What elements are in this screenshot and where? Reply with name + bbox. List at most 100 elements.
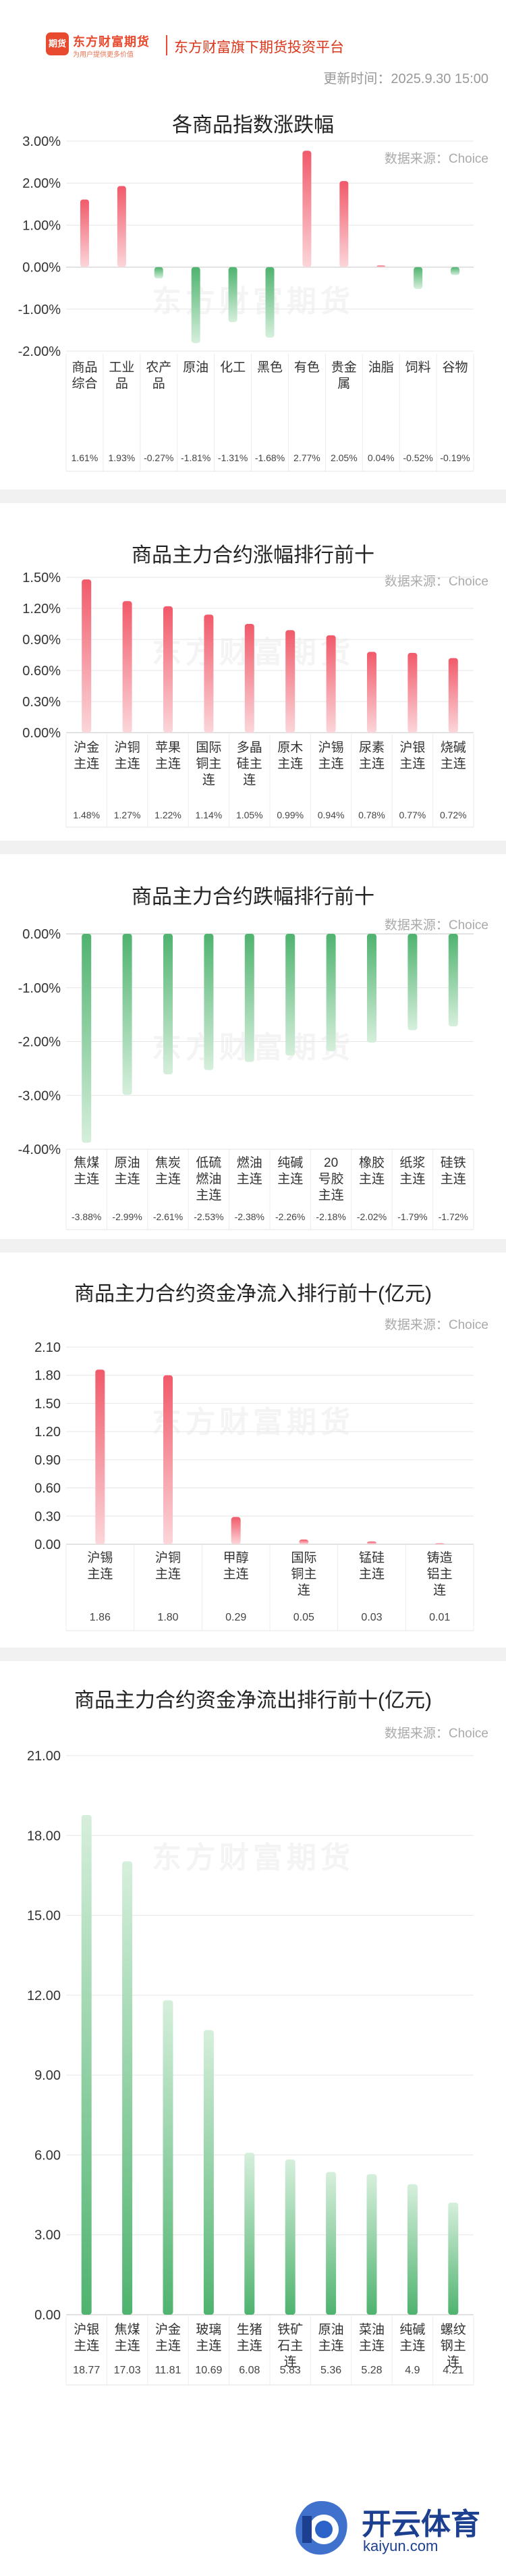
data-label: -2.38% bbox=[235, 1211, 264, 1222]
category-label: 燃油主连 bbox=[237, 1155, 262, 1186]
bar bbox=[265, 267, 275, 338]
data-label: 1.48% bbox=[73, 810, 100, 820]
data-label: 1.86 bbox=[90, 1612, 111, 1623]
category-label: 苹果主连 bbox=[155, 740, 181, 771]
bar bbox=[448, 2203, 459, 2315]
category-label: 铁矿石主连 bbox=[277, 2322, 303, 2369]
category-label: 国际铜主连 bbox=[196, 740, 221, 787]
y-tick-label: -2.00% bbox=[18, 1035, 61, 1050]
brand-name: 东方财富期货 bbox=[73, 35, 150, 49]
y-tick-label: 1.50% bbox=[22, 571, 61, 585]
data-label: 1.22% bbox=[154, 810, 181, 820]
bar bbox=[367, 934, 376, 1043]
y-tick-label: -2.00% bbox=[18, 344, 61, 359]
data-label: 1.27% bbox=[114, 810, 141, 820]
data-label: 0.77% bbox=[399, 810, 426, 820]
y-tick-label: 1.50 bbox=[34, 1396, 61, 1411]
category-label: 沪银主连 bbox=[74, 2322, 99, 2353]
bar bbox=[228, 267, 237, 323]
category-label: 硅铁主连 bbox=[441, 1155, 466, 1186]
data-source: 数据来源：Choice bbox=[384, 1727, 488, 1741]
bar bbox=[451, 267, 460, 275]
chart-title: 各商品指数涨跌幅 bbox=[172, 114, 334, 136]
data-source: 数据来源：Choice bbox=[384, 152, 488, 166]
site-logo-url: kaiyun.com bbox=[363, 2538, 439, 2554]
y-tick-label: 21.00 bbox=[27, 1749, 61, 1764]
y-tick-label: 2.10 bbox=[34, 1340, 61, 1355]
data-source: 数据来源：Choice bbox=[384, 575, 488, 589]
y-tick-label: 1.20 bbox=[34, 1425, 61, 1440]
bar bbox=[231, 1517, 241, 1544]
chart-title: 商品主力合约资金净流出排行前十(亿元) bbox=[74, 1689, 432, 1712]
data-label: 17.03 bbox=[114, 2365, 141, 2376]
category-label: 菜油主连 bbox=[359, 2322, 385, 2353]
bar bbox=[367, 652, 376, 733]
site-logo: 开云体育 kaiyun.com bbox=[289, 2492, 491, 2566]
category-label: 焦炭主连 bbox=[155, 1155, 181, 1186]
bar bbox=[244, 2153, 255, 2315]
data-label: 11.81 bbox=[155, 2365, 181, 2376]
data-label: -0.52% bbox=[403, 452, 432, 463]
y-tick-label: -3.00% bbox=[18, 1088, 61, 1103]
data-label: -3.88% bbox=[72, 1211, 101, 1222]
y-tick-label: -4.00% bbox=[18, 1142, 61, 1157]
data-label: 1.93% bbox=[109, 452, 136, 463]
chart-card-net-inflow: 商品主力合约资金净流入排行前十(亿元) 数据来源：Choice 东方财富期货 2… bbox=[0, 1253, 506, 1648]
bar bbox=[244, 624, 254, 733]
bar bbox=[122, 1861, 133, 2315]
bar bbox=[163, 934, 173, 1075]
category-label: 有色 bbox=[294, 360, 320, 375]
watermark: 东方财富期货 bbox=[152, 285, 354, 318]
data-label: 4.9 bbox=[405, 2365, 420, 2376]
category-label: 生猪主连 bbox=[237, 2322, 262, 2353]
category-label: 化工 bbox=[220, 360, 246, 375]
data-label: 1.14% bbox=[196, 810, 223, 820]
bar bbox=[339, 181, 349, 267]
update-time: 更新时间：2025.9.30 15:00 bbox=[323, 72, 488, 86]
header-divider bbox=[166, 35, 167, 55]
chart-card-top-losers: 商品主力合约跌幅排行前十 数据来源：Choice 东方财富期货 0.00%-1.… bbox=[0, 854, 506, 1239]
data-source: 数据来源：Choice bbox=[384, 1318, 488, 1332]
bar bbox=[285, 934, 296, 1056]
y-tick-label: 0.60 bbox=[34, 1481, 61, 1496]
category-label: 原油 bbox=[183, 360, 208, 375]
y-tick-label: 18.00 bbox=[27, 1829, 61, 1843]
category-label: 黑色 bbox=[257, 360, 283, 375]
y-tick-label: 0.00% bbox=[22, 261, 61, 275]
bar bbox=[407, 2184, 418, 2315]
data-source: 数据来源：Choice bbox=[384, 918, 488, 932]
bar bbox=[326, 635, 336, 733]
data-label: -0.27% bbox=[144, 452, 173, 463]
category-label: 沪金主连 bbox=[155, 2322, 181, 2353]
bar bbox=[367, 1541, 376, 1544]
data-label: -1.79% bbox=[397, 1211, 427, 1222]
category-label: 饲料 bbox=[405, 360, 431, 375]
bar bbox=[326, 2172, 337, 2315]
category-label: 低硫燃油主连 bbox=[196, 1155, 221, 1203]
category-label: 锰硅主连 bbox=[359, 1550, 385, 1581]
category-label: 原油主连 bbox=[318, 2322, 344, 2353]
chart-title: 商品主力合约资金净流入排行前十(亿元) bbox=[74, 1283, 432, 1305]
bar bbox=[82, 934, 92, 1143]
data-label: -2.02% bbox=[357, 1211, 387, 1222]
bar bbox=[163, 606, 173, 733]
y-tick-label: 3.00% bbox=[22, 134, 61, 149]
data-label: -2.99% bbox=[112, 1211, 142, 1222]
bar bbox=[203, 2030, 214, 2315]
y-tick-label: 0.00% bbox=[22, 726, 61, 741]
y-tick-label: 0.00 bbox=[34, 2308, 61, 2323]
brand-logo-icon: 期货 bbox=[46, 32, 69, 55]
data-label: 2.77% bbox=[293, 452, 320, 463]
category-label: 商品综合 bbox=[72, 360, 97, 391]
data-label: 5.83 bbox=[280, 2365, 301, 2376]
bar bbox=[326, 934, 336, 1051]
data-label: -1.72% bbox=[439, 1211, 468, 1222]
data-label: -2.61% bbox=[153, 1211, 183, 1222]
bar bbox=[407, 652, 418, 733]
bar bbox=[414, 267, 423, 289]
category-label: 纯碱主连 bbox=[399, 2322, 425, 2353]
category-label: 橡胶主连 bbox=[359, 1155, 385, 1186]
category-label: 尿素主连 bbox=[359, 740, 385, 771]
bar bbox=[117, 186, 126, 267]
category-label: 纸浆主连 bbox=[399, 1155, 425, 1186]
